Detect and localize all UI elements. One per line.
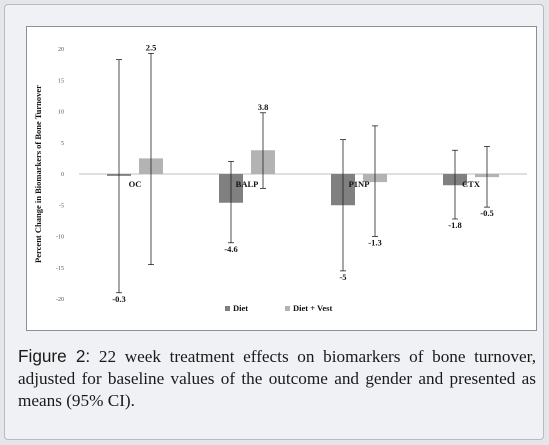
data-label: -5: [339, 272, 346, 282]
data-label: -0.3: [112, 294, 125, 304]
category-label-ctx: CTX: [462, 179, 481, 189]
data-label: -1.3: [368, 238, 381, 248]
category-label-oc: OC: [129, 179, 142, 189]
data-label: -0.5: [480, 208, 493, 218]
legend-entry: Diet: [233, 303, 248, 313]
y-tick-label: 15: [58, 78, 64, 84]
y-axis-title: Percent Change in Biomarkers of Bone Tur…: [33, 85, 43, 263]
y-tick-label: 0: [61, 172, 64, 178]
y-tick-label: -5: [59, 203, 64, 209]
data-label: 3.8: [258, 102, 269, 112]
caption-label: Figure 2:: [18, 346, 91, 366]
figure-panel: Percent Change in Biomarkers of Bone Tur…: [4, 4, 544, 440]
y-tick-label: 10: [58, 110, 64, 116]
figure-caption: Figure 2: 22 week treatment effects on b…: [18, 345, 536, 412]
caption-text: 22 week treatment effects on biomarkers …: [18, 347, 536, 410]
y-tick-label: -10: [56, 235, 64, 241]
legend-entry: Diet + Vest: [293, 303, 332, 313]
data-label: -4.6: [224, 244, 237, 254]
y-tick-label: -15: [56, 266, 64, 272]
category-label-balp: BALP: [236, 179, 259, 189]
legend-swatch: [225, 306, 230, 311]
data-label: 2.5: [146, 42, 157, 52]
bar-chart: Percent Change in Biomarkers of Bone Tur…: [33, 42, 527, 313]
category-label-p1np: P1NP: [349, 179, 370, 189]
y-tick-label: -20: [56, 297, 64, 303]
y-tick-label: 5: [61, 141, 64, 147]
data-label: -1.8: [448, 220, 461, 230]
chart-frame: Percent Change in Biomarkers of Bone Tur…: [26, 26, 537, 331]
y-tick-label: 20: [58, 47, 64, 53]
legend-swatch: [285, 306, 290, 311]
